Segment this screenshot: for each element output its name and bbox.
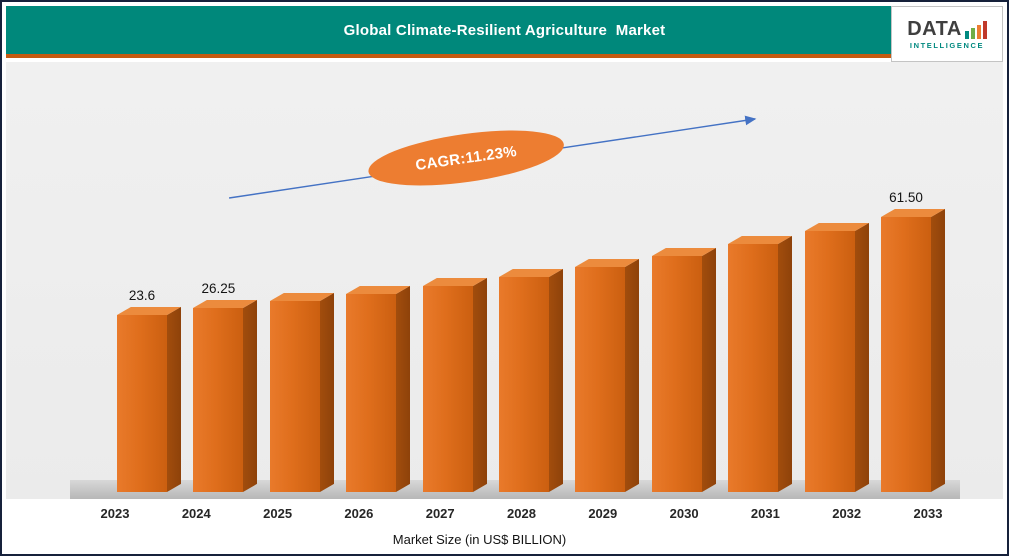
bar-2024 bbox=[193, 300, 258, 492]
x-tick-2026: 2026 bbox=[344, 506, 374, 521]
x-tick-2029: 2029 bbox=[588, 506, 618, 521]
bar-2031 bbox=[728, 236, 793, 492]
brand-logo: DATA INTELLIGENCE bbox=[891, 6, 1003, 62]
bar-2026 bbox=[346, 285, 411, 492]
x-tick-2028: 2028 bbox=[507, 506, 536, 521]
data-label-2024: 26.25 bbox=[201, 281, 236, 297]
data-label-2033: 61.50 bbox=[889, 190, 923, 205]
plot-area: CAGR:11.23% 23.6 26.25 61.50 2023 2024 2025 2… bbox=[6, 62, 1003, 550]
logo-text: DATA bbox=[907, 17, 962, 40]
bar-2032 bbox=[804, 223, 869, 492]
x-tick-2032: 2032 bbox=[832, 506, 862, 521]
bar-2023 bbox=[117, 306, 181, 492]
x-tick-2030: 2030 bbox=[669, 506, 699, 521]
bar-2029 bbox=[575, 259, 640, 492]
bar-chart-icon bbox=[964, 20, 987, 39]
chart-title-bar: Global Climate-Resilient Agriculture Mar… bbox=[6, 6, 1003, 58]
chart-title: Global Climate-Resilient Agriculture Mar… bbox=[343, 21, 666, 39]
bar-2033 bbox=[881, 208, 945, 492]
x-tick-2027: 2027 bbox=[425, 506, 455, 521]
bar-2028 bbox=[499, 268, 563, 492]
data-label-2023: 23.6 bbox=[128, 288, 156, 303]
bars-container: 23.6 26.25 61.50 bbox=[6, 62, 1003, 550]
x-tick-2033: 2033 bbox=[913, 506, 943, 521]
x-tick-2031: 2031 bbox=[750, 506, 780, 521]
x-tick-2025: 2025 bbox=[263, 506, 293, 521]
logo-row: DATA bbox=[907, 19, 987, 39]
bar-2030 bbox=[651, 248, 716, 492]
logo-subtext: INTELLIGENCE bbox=[909, 40, 985, 50]
x-axis-labels: 2023 2024 2025 2026 2027 2028 2029 2030 2031 2032… bbox=[6, 62, 1003, 550]
x-axis-title: Market Size (in US$ BILLION) bbox=[392, 532, 567, 547]
x-tick-2024: 2024 bbox=[181, 506, 211, 521]
bar-2025 bbox=[269, 293, 334, 492]
x-tick-2023: 2023 bbox=[100, 506, 130, 521]
bar-2027 bbox=[422, 277, 487, 492]
